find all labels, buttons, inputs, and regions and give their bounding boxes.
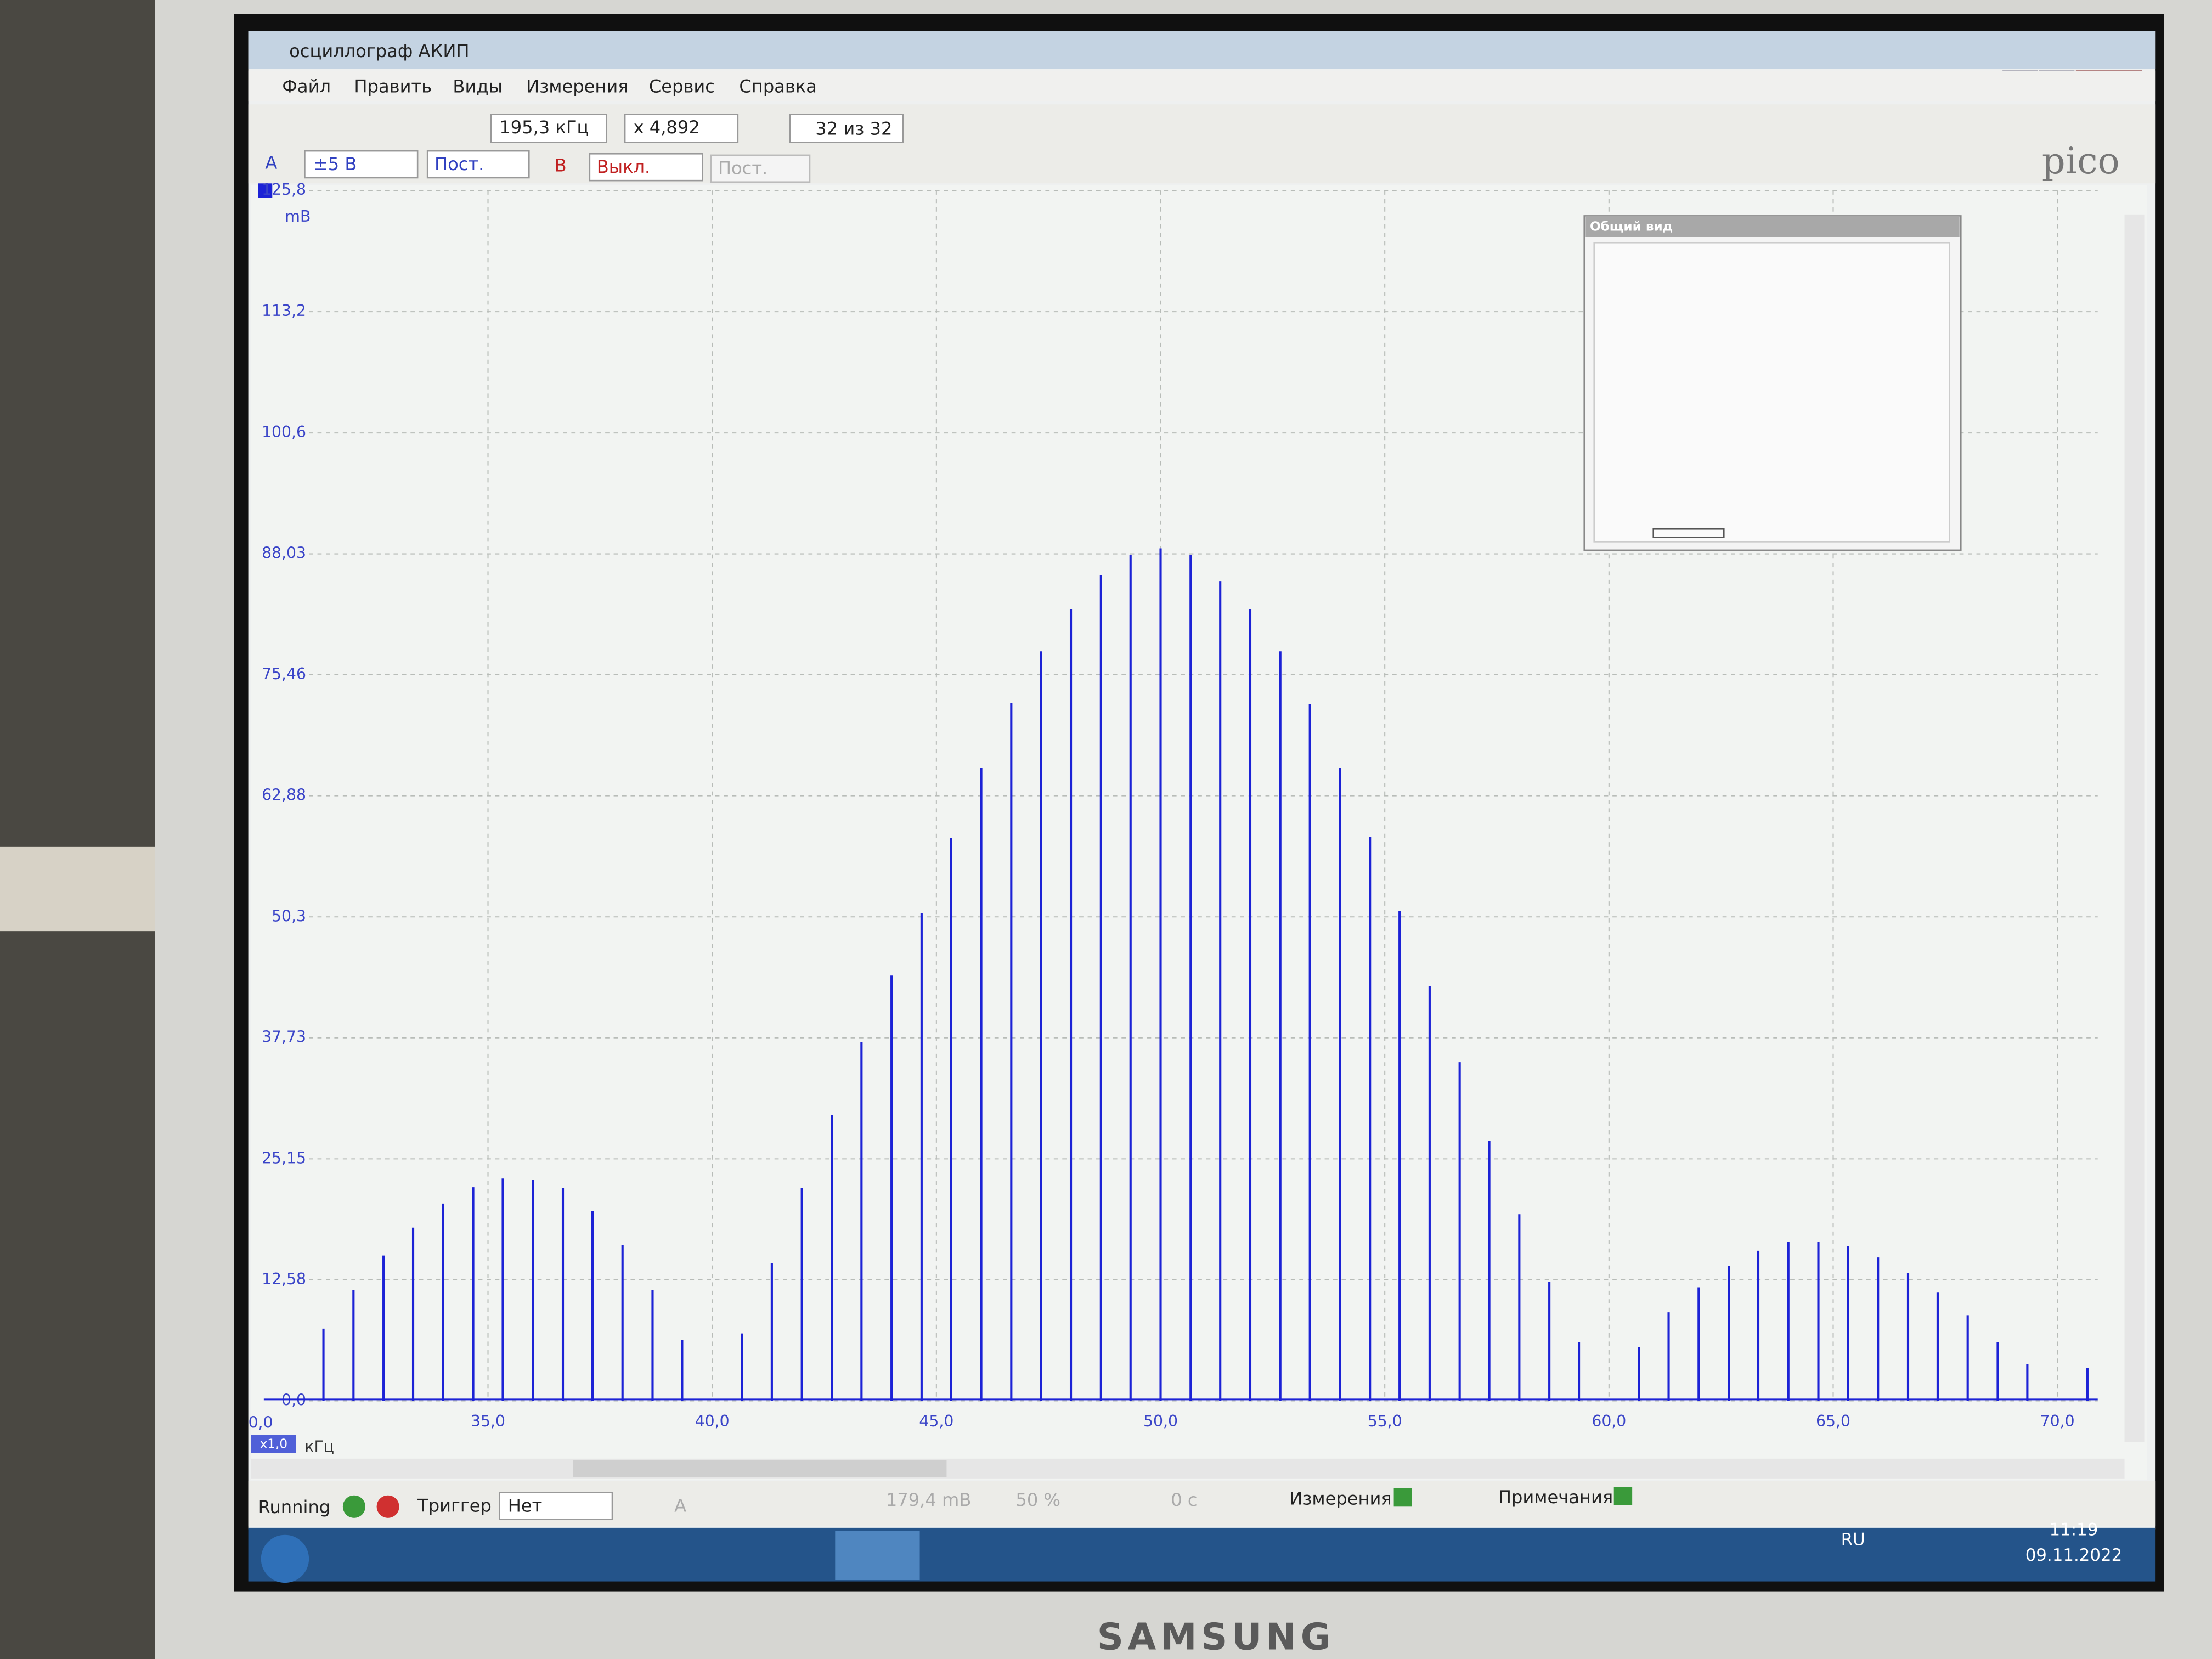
x-tick-label: 35,0 — [471, 1412, 505, 1430]
overview-title: Общий вид — [1590, 220, 1673, 234]
coupling-b-box[interactable] — [710, 154, 811, 183]
y-tick-label: 113,2 — [262, 302, 306, 320]
channel-a: A — [265, 152, 277, 173]
x-tick-label: 40,0 — [695, 1412, 730, 1430]
coupling-a-box[interactable] — [426, 150, 530, 179]
y-tick-label: 37,73 — [262, 1028, 306, 1046]
pretrigger: 50 % — [1015, 1489, 1060, 1510]
monitor-brand: SAMSUNG — [1097, 1616, 1335, 1658]
trigger-level: 179,4 mB — [886, 1489, 972, 1510]
x-tick-label: 70,0 — [2040, 1412, 2075, 1430]
overview-plot — [1593, 242, 1950, 543]
add-measurement[interactable] — [1393, 1488, 1412, 1507]
logo: pico — [2042, 139, 2120, 182]
menu-item[interactable]: Измерения — [526, 76, 628, 97]
title-bar — [248, 31, 2156, 70]
coupling-a: Пост. — [435, 154, 484, 174]
overview-viewport[interactable] — [1652, 528, 1725, 539]
zoom-box[interactable] — [624, 114, 739, 143]
y-tick-label: 25,15 — [262, 1149, 306, 1167]
zoom-label: x1,0 — [260, 1437, 287, 1452]
notes-button[interactable] — [1613, 1487, 1633, 1505]
measurements: Измерения — [1289, 1488, 1391, 1509]
window-title: осциллограф АКИП — [289, 41, 469, 61]
vertical-scrollbar[interactable] — [2124, 214, 2145, 1442]
y-tick-label: 125,8 — [262, 180, 306, 199]
spectrum — [322, 548, 2089, 1401]
x-tick-label: 45,0 — [919, 1412, 953, 1430]
buffer: 32 из 32 — [815, 119, 892, 139]
menu-item[interactable]: Виды — [453, 76, 503, 97]
trigger-mode: Нет — [508, 1495, 543, 1516]
y-tick-label: 100,6 — [262, 423, 306, 441]
buffer-box[interactable] — [789, 114, 904, 143]
desk — [0, 846, 162, 932]
clock-time: 11:19 — [2050, 1520, 2098, 1540]
coupling-b: Пост. — [718, 158, 768, 179]
x-origin-label: 0,0 — [249, 1414, 273, 1432]
menu-item[interactable]: Справка — [739, 76, 817, 97]
x-tick-label: 50,0 — [1143, 1412, 1178, 1430]
y-tick-label: 62,88 — [262, 786, 306, 804]
menu-bar — [248, 70, 2156, 102]
trigger: Триггер — [417, 1495, 492, 1516]
sample-rate: 195,3 кГц — [499, 117, 589, 138]
menu-item[interactable]: Править — [354, 76, 432, 97]
start-button[interactable] — [261, 1534, 309, 1583]
y-tick-label: 88,03 — [262, 544, 306, 562]
y-unit: mB — [285, 207, 311, 225]
x-unit: кГц — [304, 1437, 334, 1455]
sample-rate-box[interactable] — [490, 114, 607, 143]
x-tick-label: 65,0 — [1816, 1412, 1850, 1430]
run-button[interactable] — [342, 1495, 365, 1518]
menu-item[interactable]: Сервис — [649, 76, 715, 97]
range-b: Выкл. — [597, 156, 651, 177]
grid: 0,012,5825,1537,7350,362,8875,4688,03100… — [262, 180, 2098, 1430]
scroll-thumb[interactable] — [573, 1460, 947, 1477]
y-tick-label: 75,46 — [262, 665, 306, 683]
overview-title-bar — [1585, 217, 1960, 237]
y-tick-label: 12,58 — [262, 1270, 306, 1288]
clock-date: 09.11.2022 — [2025, 1545, 2123, 1565]
menu: Файл Править Виды Измерения Сервис Справка — [282, 76, 817, 97]
y-tick-label: 50,3 — [272, 907, 306, 925]
taskbar — [248, 1527, 2156, 1582]
zoom-badge — [251, 1435, 296, 1453]
menu-item[interactable]: Файл — [282, 76, 331, 97]
notes: Примечания — [1498, 1487, 1613, 1508]
x-tick-label: 60,0 — [1592, 1412, 1626, 1430]
status-state: Running — [258, 1497, 331, 1517]
language: RU — [1841, 1530, 1865, 1550]
range-a-box[interactable] — [304, 150, 419, 179]
delay: 0 c — [1171, 1489, 1197, 1510]
trigger-channel: A — [674, 1495, 686, 1516]
zoom: x 4,892 — [634, 117, 700, 138]
horizontal-scrollbar[interactable] — [251, 1458, 2125, 1479]
stop-button[interactable] — [376, 1495, 399, 1518]
range-b-box[interactable] — [589, 153, 703, 182]
active-app[interactable] — [835, 1531, 920, 1580]
channel-marker — [258, 183, 273, 198]
x-tick-label: 55,0 — [1368, 1412, 1402, 1430]
channel-b: B — [555, 155, 567, 176]
trigger-mode-box[interactable] — [499, 1492, 613, 1520]
range-a: ±5 В — [313, 154, 357, 174]
